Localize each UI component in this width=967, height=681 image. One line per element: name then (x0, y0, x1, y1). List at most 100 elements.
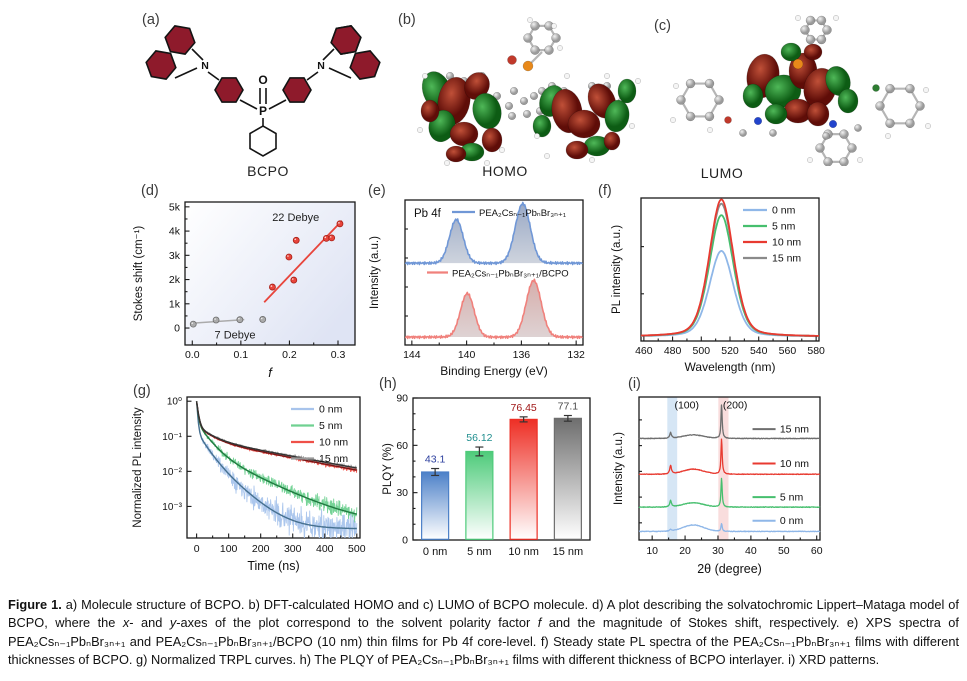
svg-text:40: 40 (745, 545, 757, 557)
svg-text:Stokes shift (cm⁻¹): Stokes shift (cm⁻¹) (133, 226, 145, 322)
svg-text:15 nm: 15 nm (780, 424, 809, 436)
svg-text:480: 480 (664, 345, 682, 357)
svg-text:Binding Energy (eV): Binding Energy (eV) (440, 364, 547, 378)
svg-text:0 nm: 0 nm (319, 404, 343, 416)
lumo-orbital-render (648, 8, 960, 167)
svg-text:60: 60 (811, 545, 823, 557)
figure-caption: Figure 1. a) Molecule structure of BCPO.… (8, 597, 959, 667)
svg-text:140: 140 (458, 349, 476, 361)
svg-text:540: 540 (750, 345, 768, 357)
svg-text:460: 460 (635, 345, 653, 357)
svg-text:0: 0 (402, 535, 408, 547)
svg-text:0 nm: 0 nm (772, 205, 796, 217)
svg-text:PEA₂Csₙ₋₁PbₙBr₃ₙ₊₁/BCPO: PEA₂Csₙ₋₁PbₙBr₃ₙ₊₁/BCPO (452, 269, 569, 280)
bcpo-molecule-structure: N N P O (128, 8, 398, 168)
svg-text:Intensity (a.u.): Intensity (a.u.) (369, 236, 381, 309)
svg-text:10 nm: 10 nm (319, 437, 348, 449)
svg-text:N: N (201, 60, 209, 72)
panel-letter-a: (a) (142, 12, 160, 28)
svg-text:0 nm: 0 nm (780, 515, 804, 527)
svg-text:PEA₂Csₙ₋₁PbₙBr₃ₙ₊₁: PEA₂Csₙ₋₁PbₙBr₃ₙ₊₁ (479, 208, 566, 219)
svg-text:77.1: 77.1 (558, 401, 579, 413)
svg-text:500: 500 (693, 345, 711, 357)
svg-text:PLQY (%): PLQY (%) (382, 443, 394, 495)
svg-text:(100): (100) (674, 400, 699, 412)
svg-text:100: 100 (220, 543, 238, 555)
lumo-label: LUMO (700, 165, 744, 181)
panel-letter-c: (c) (654, 18, 671, 34)
svg-text:PL intensity (a.u.): PL intensity (a.u.) (611, 225, 623, 314)
pl-spectra-plot: 460 480 500 520 540 560 580 0 nm 5 nm 10 nm 15 nm P… (610, 183, 882, 383)
svg-text:43.1: 43.1 (425, 454, 446, 466)
panel-letter-h: (h) (379, 376, 397, 392)
svg-text:580: 580 (807, 345, 825, 357)
svg-text:10 nm: 10 nm (772, 237, 801, 249)
svg-text:0.3: 0.3 (331, 349, 346, 361)
svg-text:5 nm: 5 nm (780, 492, 804, 504)
svg-text:5k: 5k (169, 201, 181, 213)
svg-text:10⁻³: 10⁻³ (162, 502, 182, 513)
svg-text:O: O (258, 73, 267, 87)
svg-text:2θ (degree): 2θ (degree) (697, 562, 762, 576)
bcpo-label: BCPO (247, 163, 289, 179)
svg-text:300: 300 (284, 543, 302, 555)
svg-text:10⁻²: 10⁻² (162, 467, 182, 478)
svg-text:132: 132 (567, 349, 585, 361)
plqy-bar-chart: 43.1 0 nm 56.12 5 nm 76.45 10 nm 77.1 15 nm 0 30 6… (378, 381, 623, 586)
svg-text:500: 500 (348, 543, 366, 555)
svg-text:4k: 4k (169, 226, 181, 238)
panel-letter-e: (e) (368, 183, 386, 199)
svg-text:10: 10 (646, 545, 658, 557)
svg-text:N: N (317, 60, 325, 72)
trpl-decay-plot: 0 100 200 300 400 500 10⁰ 10⁻¹ 10⁻² 10⁻³ 0 nm 5 nm 1… (128, 381, 373, 586)
svg-text:15 nm: 15 nm (553, 546, 584, 558)
svg-text:1k: 1k (169, 298, 181, 310)
svg-text:30: 30 (396, 487, 408, 499)
svg-text:200: 200 (252, 543, 270, 555)
svg-text:(200): (200) (723, 400, 748, 412)
panel-letter-b: (b) (398, 12, 416, 28)
svg-text:90: 90 (396, 393, 408, 405)
svg-text:3k: 3k (169, 250, 181, 262)
svg-text:10 nm: 10 nm (508, 546, 539, 558)
svg-text:144: 144 (403, 349, 421, 361)
panel-letter-g: (g) (133, 383, 151, 399)
svg-text:60: 60 (396, 440, 408, 452)
svg-text:0.0: 0.0 (185, 349, 200, 361)
svg-text:520: 520 (721, 345, 739, 357)
panel-letter-d: (d) (141, 183, 159, 199)
svg-text:5 nm: 5 nm (319, 420, 343, 432)
svg-text:P: P (259, 104, 267, 118)
svg-text:136: 136 (513, 349, 531, 361)
svg-text:400: 400 (316, 543, 334, 555)
svg-text:76.45: 76.45 (510, 402, 536, 414)
svg-text:5 nm: 5 nm (772, 221, 796, 233)
svg-text:22 Debye: 22 Debye (272, 212, 319, 224)
svg-text:0 nm: 0 nm (423, 546, 447, 558)
xps-spectra-plot: 144 140 136 132 Pb 4f PEA₂Csₙ₋₁PbₙBr₃ₙ₊₁ PEA₂C… (366, 183, 618, 383)
panel-letter-f: (f) (598, 183, 612, 199)
svg-text:0.1: 0.1 (234, 349, 249, 361)
lippert-mataga-plot: 0.0 0.1 0.2 0.3 0 1k 2k 3k 4k 5k 22 Debye 7 Debye St… (128, 183, 368, 383)
panel-letter-i: (i) (628, 376, 641, 392)
svg-text:56.12: 56.12 (466, 432, 492, 444)
svg-text:10 nm: 10 nm (780, 458, 809, 470)
svg-text:Wavelength (nm): Wavelength (nm) (685, 360, 776, 374)
svg-text:20: 20 (679, 545, 691, 557)
svg-text:10⁰: 10⁰ (167, 397, 182, 408)
svg-text:0: 0 (194, 543, 200, 555)
svg-text:560: 560 (779, 345, 797, 357)
svg-text:Time (ns): Time (ns) (247, 559, 299, 573)
homo-label: HOMO (482, 163, 528, 179)
svg-text:f: f (268, 365, 273, 380)
svg-text:2k: 2k (169, 274, 181, 286)
xrd-patterns-plot: 0 nm 5 nm 10 nm 15 nm (100) (200) 10 20 30 40 50 60… (613, 381, 907, 586)
svg-text:15 nm: 15 nm (319, 453, 348, 465)
svg-text:Intensity (a.u.): Intensity (a.u.) (613, 432, 625, 505)
svg-text:Normalized PL intensity: Normalized PL intensity (132, 407, 144, 528)
svg-text:5 nm: 5 nm (467, 546, 491, 558)
svg-text:0: 0 (174, 323, 180, 335)
svg-text:0.2: 0.2 (282, 349, 297, 361)
svg-text:50: 50 (778, 545, 790, 557)
